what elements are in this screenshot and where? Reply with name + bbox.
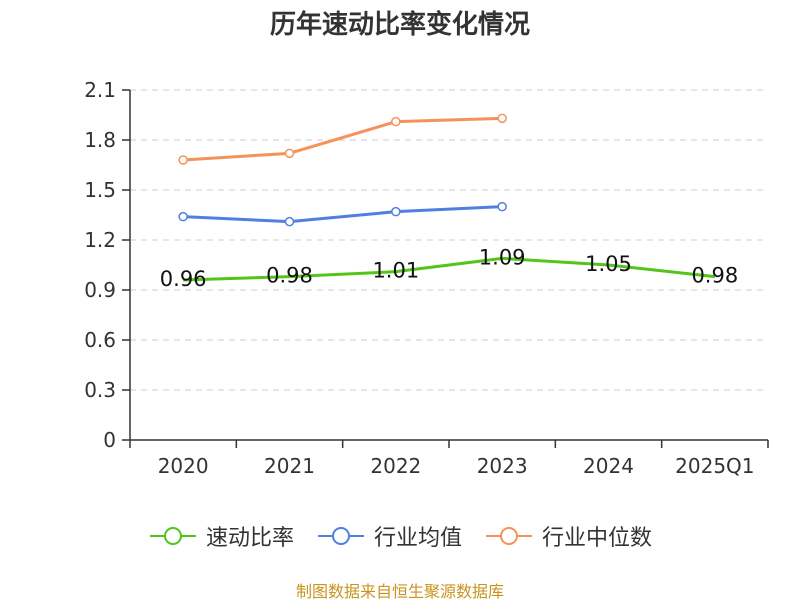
point-industry_avg-2021 (284, 216, 295, 227)
x-tick-label: 2023 (477, 454, 528, 478)
data-source-note: 制图数据来自恒生聚源数据库 (295, 582, 504, 601)
y-tick-label: 0.3 (84, 378, 116, 402)
grid-lines (130, 89, 768, 391)
legend-marker-speed-ratio-icon (149, 527, 196, 545)
series-line-industry_avg (183, 205, 503, 224)
legend-label-speed-ratio: 速动比率 (205, 526, 294, 551)
chart-title: 历年速动比率变化情况 (269, 10, 530, 40)
legend-item-industry-avg[interactable]: 行业均值 (316, 520, 462, 552)
legend-label-industry-avg: 行业均值 (373, 526, 462, 551)
data-label-speed_ratio-2021: 0.98 (266, 264, 313, 288)
series-line-industry_median (183, 116, 503, 162)
y-tick-label: 0 (103, 428, 116, 452)
legend-item-industry-median[interactable]: 行业中位数 (484, 520, 652, 552)
y-tick-label: 0.6 (84, 328, 116, 352)
legend-label-industry-median: 行业中位数 (542, 526, 653, 551)
legend-marker-industry-avg-icon (317, 527, 364, 545)
point-industry_median-2021 (284, 148, 295, 159)
legend-item-speed-ratio[interactable]: 速动比率 (148, 520, 294, 552)
y-tick-label: 0.9 (84, 278, 116, 302)
data-label-speed_ratio-2020: 0.96 (160, 267, 207, 291)
y-tick-label: 1.2 (84, 228, 116, 252)
data-label-speed_ratio-2025Q1: 0.98 (691, 264, 738, 288)
axes: 0 0.3 0.6 0.9 1.2 1.5 1.8 2.1 2020 2021 2022 2023 20… (84, 78, 769, 478)
point-industry_avg-2020 (178, 211, 188, 222)
x-tick-label: 2021 (264, 454, 315, 478)
x-tick-label: 2020 (158, 454, 209, 478)
legend-marker-industry-median-icon (486, 527, 532, 545)
data-label-speed_ratio-2023: 1.09 (479, 245, 526, 269)
point-industry_median-2022 (391, 116, 401, 127)
y-tick-label: 1.8 (84, 128, 116, 152)
legend: 速动比率 行业均值 行业中位数 (0, 520, 800, 552)
data-label-speed_ratio-2022: 1.01 (372, 259, 419, 283)
point-industry_median-2020 (178, 155, 188, 165)
data-labels: 0.96 0.98 1.01 1.09 1.05 0.98 (160, 245, 738, 291)
y-tick-label: 1.5 (84, 178, 116, 202)
series-lines (178, 113, 715, 282)
point-industry_avg-2022 (391, 206, 401, 217)
x-tick-label: 2025Q1 (675, 454, 754, 478)
point-industry_median-2023 (497, 113, 507, 124)
x-tick-label: 2024 (583, 454, 634, 478)
series-line-speed_ratio (183, 256, 715, 282)
data-label-speed_ratio-2024: 1.05 (585, 252, 632, 276)
y-tick-label: 2.1 (84, 78, 116, 102)
point-industry_avg-2023 (497, 201, 507, 212)
x-tick-label: 2022 (370, 454, 421, 478)
